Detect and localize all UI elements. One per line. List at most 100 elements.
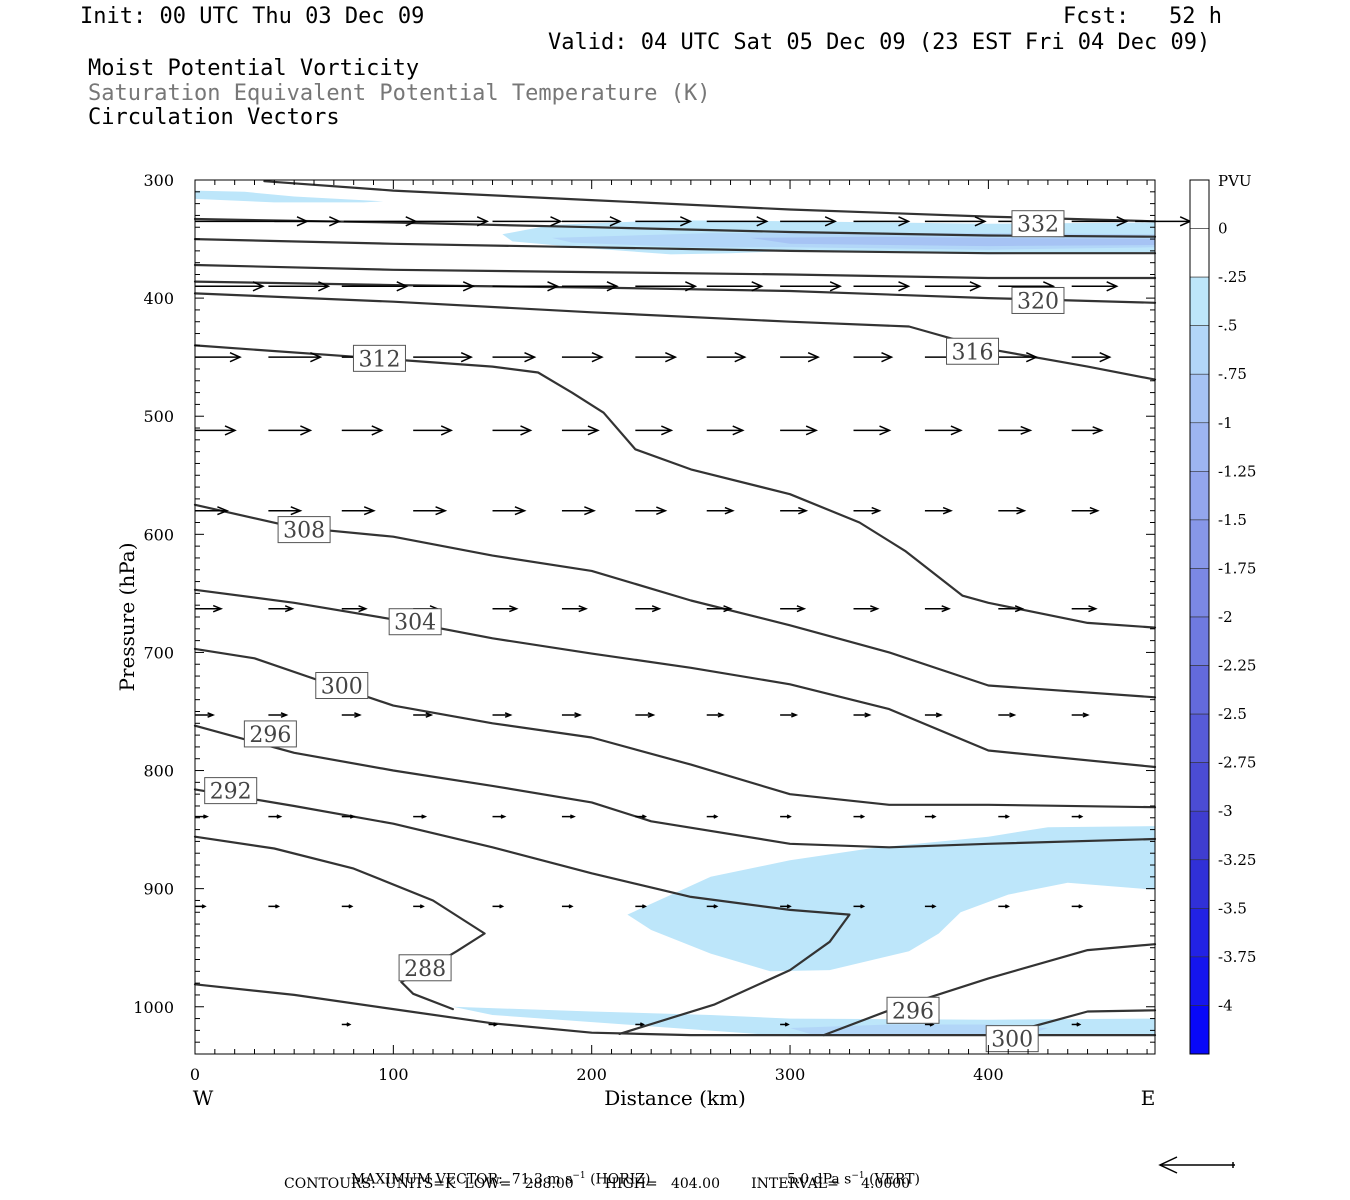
- vector-arrow: [1071, 281, 1119, 292]
- vector-arrow: [561, 216, 622, 227]
- vector-arrow: [268, 281, 331, 292]
- vector-arrow: [780, 1022, 790, 1027]
- vector-arrow: [413, 506, 448, 516]
- vector-arrow: [561, 351, 604, 363]
- vector-arrow: [924, 904, 937, 909]
- colorbar-label: -1: [1218, 414, 1233, 432]
- vector-arrow: [780, 904, 792, 909]
- theta-e-contours: [193, 180, 1157, 1040]
- vector-arrow: [195, 425, 237, 436]
- vector-arrow: [635, 281, 698, 292]
- vector-arrow: [1071, 506, 1100, 515]
- vector-arrow: [853, 281, 911, 292]
- theta-e-contour: [193, 647, 1157, 809]
- colorbar-label: -2: [1218, 608, 1233, 626]
- vector-arrow: [195, 281, 265, 292]
- contour-label: 296: [243, 720, 297, 748]
- vector-arrow: [492, 216, 563, 227]
- vector-arrow: [635, 904, 648, 909]
- vector-arrow: [635, 712, 656, 718]
- contour-label: 296: [886, 996, 940, 1024]
- vector-arrow: [413, 216, 490, 227]
- vector-arrow: [706, 216, 769, 227]
- vector-arrow: [195, 904, 207, 909]
- vector-arrow: [635, 814, 648, 819]
- colorbar-label: -3.25: [1218, 851, 1256, 869]
- contour-label-text: 288: [404, 957, 446, 982]
- theta-e-contour: [193, 983, 1157, 1037]
- colorbar-label: -1.25: [1218, 462, 1256, 480]
- pv-region: [790, 1024, 1048, 1036]
- theta-e-contour: [193, 835, 486, 1011]
- y-axis-label: Pressure (hPa): [115, 543, 139, 692]
- vector-arrow: [998, 425, 1033, 435]
- contour-label-text: 316: [952, 340, 994, 365]
- vector-arrow: [274, 216, 342, 227]
- contour-label: 308: [277, 516, 331, 544]
- colorbar-label: -3: [1218, 802, 1233, 820]
- vector-arrow: [561, 712, 582, 718]
- vector-arrow: [561, 281, 619, 292]
- vector-arrow: [492, 814, 507, 819]
- x-axis-label: Distance (km): [604, 1086, 746, 1110]
- contour-label-text: 292: [210, 780, 252, 805]
- vector-arrow: [492, 281, 560, 292]
- contour-label-text: 308: [283, 519, 325, 544]
- colorbar-label: -3.5: [1218, 899, 1247, 917]
- y-tick-label: 400: [143, 289, 174, 308]
- y-tick-label: 700: [143, 643, 174, 662]
- max-vector-vert: 5.0 dPa s−1 (VERT): [778, 1158, 920, 1187]
- forecast-hour: Fcst: 52 h: [1063, 4, 1222, 29]
- max-vector-label: MAXIMUM VECTOR:: [350, 1171, 503, 1188]
- vector-arrow: [706, 712, 725, 718]
- vert-exponent: −1: [851, 1171, 865, 1181]
- colorbar-swatch: [1189, 859, 1210, 909]
- vector-arrow: [998, 904, 1010, 909]
- theta-e-contour: [193, 724, 1157, 849]
- vector-arrow: [924, 281, 982, 292]
- vector-arrow: [341, 904, 354, 909]
- contour-label-text: 304: [394, 611, 436, 636]
- circulation-vectors: [195, 216, 1192, 1027]
- vector-arrow: [1071, 712, 1090, 718]
- vector-arrow: [488, 1022, 499, 1027]
- vector-arrow: [780, 814, 792, 819]
- theta-e-contour: [193, 788, 851, 1036]
- vector-arrow: [561, 904, 574, 909]
- axes: 0 100 200 300 400 300 400 500 600 700 800 900 1000: [133, 171, 1155, 1084]
- colorbar-swatch: [1189, 1005, 1210, 1055]
- vector-arrow: [635, 506, 668, 515]
- vector-arrow: [706, 506, 735, 515]
- x-tick-label: 400: [973, 1065, 1004, 1084]
- colorbar-label: 0: [1218, 220, 1228, 238]
- vector-arrow: [635, 425, 674, 436]
- colorbar-swatch: [1189, 568, 1210, 618]
- contour-label: 300: [315, 672, 369, 700]
- vector-arrow: [341, 425, 384, 436]
- theta-e-contour: [822, 943, 1157, 1037]
- vector-arrow: [413, 712, 434, 718]
- vector-arrow: [998, 351, 1039, 363]
- pv-region: [627, 826, 1155, 972]
- vector-arrow: [635, 605, 662, 613]
- contour-label-text: 296: [249, 723, 291, 748]
- vector-arrow: [195, 351, 242, 363]
- vert-value: 5.0 dPa s: [786, 1171, 852, 1188]
- vector-arrow: [853, 814, 866, 819]
- vector-arrow: [924, 814, 937, 819]
- vector-arrow: [706, 904, 719, 909]
- vector-arrow: [268, 904, 281, 909]
- vector-arrow: [924, 425, 963, 436]
- vector-arrow: [1071, 814, 1084, 819]
- max-vector-line: MAXIMUM VECTOR: 71.3 m s−1 (HORIZ): [342, 1158, 651, 1187]
- vector-arrow: [561, 506, 596, 516]
- contour-info: CONTOURS: UNITS=K LOW= 288.00 HIGH= 404.…: [284, 1176, 911, 1192]
- colorbar-label: -.25: [1218, 268, 1247, 286]
- vector-arrow: [998, 506, 1027, 515]
- colorbar-label: -.75: [1218, 365, 1247, 383]
- colorbar-label: -2.75: [1218, 754, 1256, 772]
- vector-arrow: [341, 281, 409, 292]
- vector-arrow: [561, 425, 600, 436]
- colorbar-label: -2.5: [1218, 705, 1247, 723]
- pv-colorbar: 0 -.25 -.5 -.75 -1 -1.25 -1.5 -1.75 -2 -2.25 -2.5 -…: [1189, 179, 1256, 1055]
